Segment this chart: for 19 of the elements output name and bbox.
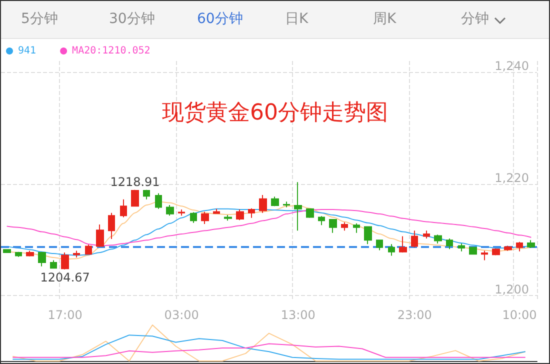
- y-tick-label: 1,240: [494, 59, 529, 74]
- y-tick-label: 1,220: [494, 170, 529, 185]
- x-tick-label: 23:00: [397, 308, 432, 322]
- text: 现货黄金60分钟走势图: [162, 100, 388, 126]
- text: 30分钟: [109, 10, 155, 28]
- annotation: 1204.67: [40, 270, 90, 284]
- text: 周K: [373, 10, 396, 28]
- x-tick-label: 17:00: [48, 308, 82, 322]
- text: 60分钟: [197, 10, 243, 28]
- x-tick-label: 13:00: [280, 308, 316, 322]
- text: 日K: [285, 10, 308, 28]
- x-tick-label: 03:00: [164, 308, 199, 322]
- legend-label: MA20:1210.052: [72, 46, 150, 56]
- legend-label: 941: [18, 46, 36, 56]
- text: 5分钟: [21, 10, 58, 28]
- text: 分钟: [461, 10, 489, 28]
- annotation: 1218.91: [110, 174, 160, 189]
- y-tick-label: 1,200: [494, 282, 529, 296]
- x-tick-label: 10:00: [502, 308, 537, 322]
